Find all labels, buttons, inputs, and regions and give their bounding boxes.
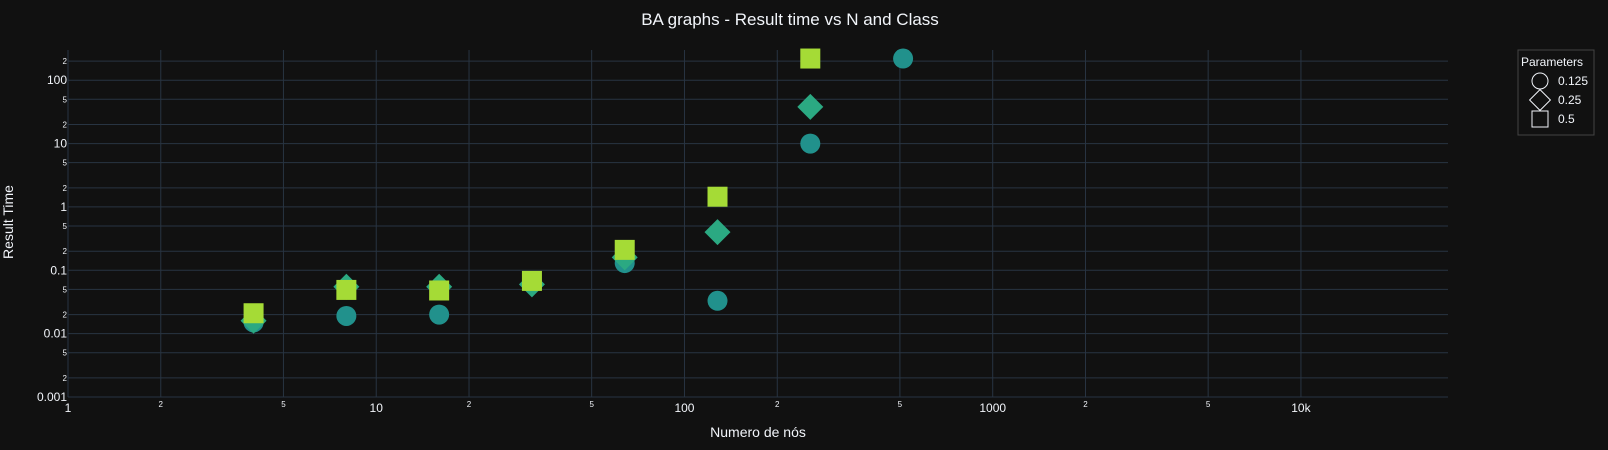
x-tick-label: 10 [370,401,384,415]
x-minor-tick-label: 5 [1206,400,1211,409]
y-minor-tick-label: 5 [63,159,68,168]
marker-circle-0.125 [893,48,914,69]
x-minor-tick-label: 2 [467,400,472,409]
x-tick-label: 100 [674,401,694,415]
y-minor-tick-label: 5 [63,285,68,294]
grid [67,50,1448,398]
legend-label: 0.125 [1558,74,1588,88]
legend-symbol-square [1531,110,1549,128]
legend-symbol-diamond [1528,88,1552,112]
y-axis-ticks: 0.001 0.01 0.1 1 10 100 2 5 2 5 2 5 2 5 2 5 2 [37,57,68,404]
y-minor-tick-label: 5 [63,349,68,358]
x-minor-tick-label: 2 [1083,400,1088,409]
x-minor-tick-label: 2 [159,400,164,409]
chart-title: BA graphs - Result time vs N and Class [641,10,939,29]
x-minor-tick-label: 2 [775,400,780,409]
y-minor-tick-label: 2 [63,121,68,130]
legend: Parameters 0.125 0.25 0.5 [1517,49,1595,136]
scatter-markers [240,48,914,334]
marker-diamond-0.25 [797,93,824,120]
y-minor-tick-label: 2 [63,57,68,66]
y-tick-label: 10 [54,137,68,151]
y-tick-label: 0.01 [44,327,68,341]
marker-circle-0.125 [800,133,821,154]
y-minor-tick-label: 2 [63,247,68,256]
y-axis-title: Result Time [0,185,16,259]
marker-circle-0.125 [429,304,450,325]
legend-label: 0.25 [1558,93,1582,107]
marker-square-0.5 [243,303,264,324]
marker-square-0.5 [614,239,635,260]
marker-circle-0.125 [707,290,728,311]
marker-circle-0.125 [336,305,357,326]
x-tick-label: 1 [65,401,72,415]
x-axis-ticks: 1 10 100 1000 10k 2 5 2 5 2 5 2 5 [65,400,1312,415]
marker-square-0.5 [429,280,450,301]
y-minor-tick-label: 5 [63,222,68,231]
y-tick-label: 1 [60,200,67,214]
legend-box [1517,49,1595,136]
legend-symbol-circle [1531,72,1549,90]
marker-square-0.5 [800,48,821,69]
legend-title: Parameters [1521,55,1583,69]
y-minor-tick-label: 2 [63,184,68,193]
y-minor-tick-label: 2 [63,374,68,383]
legend-label: 0.5 [1558,112,1575,126]
marker-square-0.5 [707,186,728,207]
y-tick-label: 0.001 [37,390,67,404]
y-minor-tick-label: 2 [63,311,68,320]
x-tick-label: 1000 [979,401,1006,415]
legend-items: 0.125 0.25 0.5 [1528,72,1588,128]
marker-diamond-0.25 [704,219,731,246]
x-minor-tick-label: 5 [589,400,594,409]
x-axis-title: Numero de nós [710,424,806,440]
y-tick-label: 100 [47,73,67,87]
x-minor-tick-label: 5 [281,400,286,409]
y-tick-label: 0.1 [50,263,67,277]
x-tick-label: 10k [1291,401,1311,415]
marker-square-0.5 [521,270,542,291]
marker-square-0.5 [336,279,357,300]
x-minor-tick-label: 5 [898,400,903,409]
y-minor-tick-label: 5 [63,95,68,104]
